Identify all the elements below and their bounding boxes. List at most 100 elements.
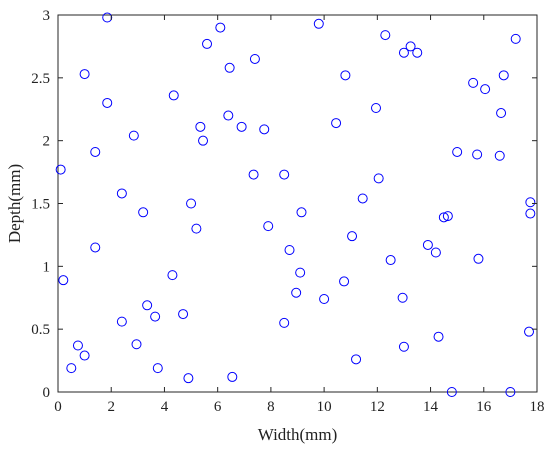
data-point (55, 164, 66, 175)
data-point (79, 350, 90, 361)
data-point (405, 41, 416, 52)
x-tick-label: 0 (54, 399, 62, 415)
y-tick-label: 1 (43, 259, 51, 275)
data-point (473, 253, 484, 264)
data-point (90, 242, 101, 253)
data-point (223, 110, 234, 121)
data-point (505, 387, 516, 397)
axis-ticks: 0 2 4 6 8 10 12 14 16 18 0 0.5 1 1.5 2 2.5 3 (31, 8, 544, 415)
data-point (227, 371, 238, 382)
data-point (102, 97, 113, 108)
data-point (167, 270, 178, 281)
data-point (138, 207, 149, 218)
x-tick-label: 12 (370, 399, 385, 415)
data-point (279, 169, 290, 180)
data-point (284, 244, 295, 255)
data-point (116, 316, 127, 327)
plot-frame (57, 14, 538, 393)
data-point (446, 387, 457, 397)
data-point (398, 47, 409, 58)
data-point (452, 146, 463, 157)
data-point (186, 198, 197, 209)
data-point (224, 62, 235, 73)
y-tick-label: 0 (43, 385, 51, 401)
data-point (128, 130, 139, 141)
data-point (198, 135, 209, 146)
data-point (202, 38, 213, 49)
data-point (524, 326, 535, 337)
data-point (296, 207, 307, 218)
y-tick-label: 2 (43, 134, 51, 150)
data-point (398, 341, 409, 352)
data-point (131, 339, 142, 350)
plot-axes (57, 14, 538, 393)
data-point (371, 102, 382, 113)
data-point (351, 354, 362, 365)
data-point (178, 309, 189, 320)
data-point (263, 221, 274, 232)
data-point (397, 292, 408, 303)
data-point (496, 108, 507, 119)
x-axis-label: Width(mm) (258, 425, 338, 444)
x-tick-label: 16 (476, 399, 492, 415)
y-axis-label: Depth(mm) (5, 164, 24, 243)
data-point (510, 33, 521, 44)
data-point (525, 208, 536, 219)
data-point (168, 90, 179, 101)
data-point (90, 146, 101, 157)
data-point (494, 150, 505, 161)
y-tick-label: 2.5 (31, 71, 50, 87)
data-point (150, 311, 161, 322)
data-point (102, 12, 113, 23)
data-point (339, 276, 350, 287)
data-point (480, 84, 491, 95)
data-point (347, 231, 358, 242)
data-point (412, 47, 423, 58)
data-point (422, 239, 433, 250)
x-tick-label: 2 (107, 399, 115, 415)
data-point (79, 69, 90, 80)
data-point (319, 294, 330, 305)
data-point (183, 373, 194, 384)
y-tick-label: 1.5 (31, 197, 50, 213)
data-point (438, 212, 449, 223)
data-point (291, 287, 302, 298)
data-point (472, 149, 483, 160)
data-point (72, 340, 83, 351)
data-point (66, 363, 77, 374)
data-point (249, 53, 260, 64)
data-point (195, 121, 206, 132)
data-point (279, 317, 290, 328)
data-points (55, 12, 536, 397)
data-point (152, 363, 163, 374)
data-point (525, 197, 536, 208)
data-point (248, 169, 259, 180)
data-point (498, 70, 509, 81)
data-point (295, 267, 306, 278)
x-tick-label: 8 (267, 399, 275, 415)
data-point (373, 173, 384, 184)
data-point (191, 223, 202, 234)
data-point (142, 300, 153, 311)
x-tick-label: 4 (161, 399, 169, 415)
data-point (259, 124, 270, 135)
data-point (236, 121, 247, 132)
x-tick-label: 18 (530, 399, 545, 415)
data-point (340, 70, 351, 81)
data-point (468, 77, 479, 88)
x-tick-label: 6 (214, 399, 222, 415)
data-point (385, 255, 396, 266)
data-point (357, 193, 368, 204)
data-point (430, 247, 441, 258)
data-point (116, 188, 127, 199)
data-point (215, 22, 226, 33)
data-point (433, 331, 444, 342)
y-tick-label: 0.5 (31, 322, 50, 338)
x-tick-label: 10 (317, 399, 332, 415)
data-point (442, 211, 453, 222)
x-tick-label: 14 (423, 399, 439, 415)
y-tick-label: 3 (43, 8, 51, 24)
data-point (58, 275, 69, 286)
data-point (313, 18, 324, 29)
